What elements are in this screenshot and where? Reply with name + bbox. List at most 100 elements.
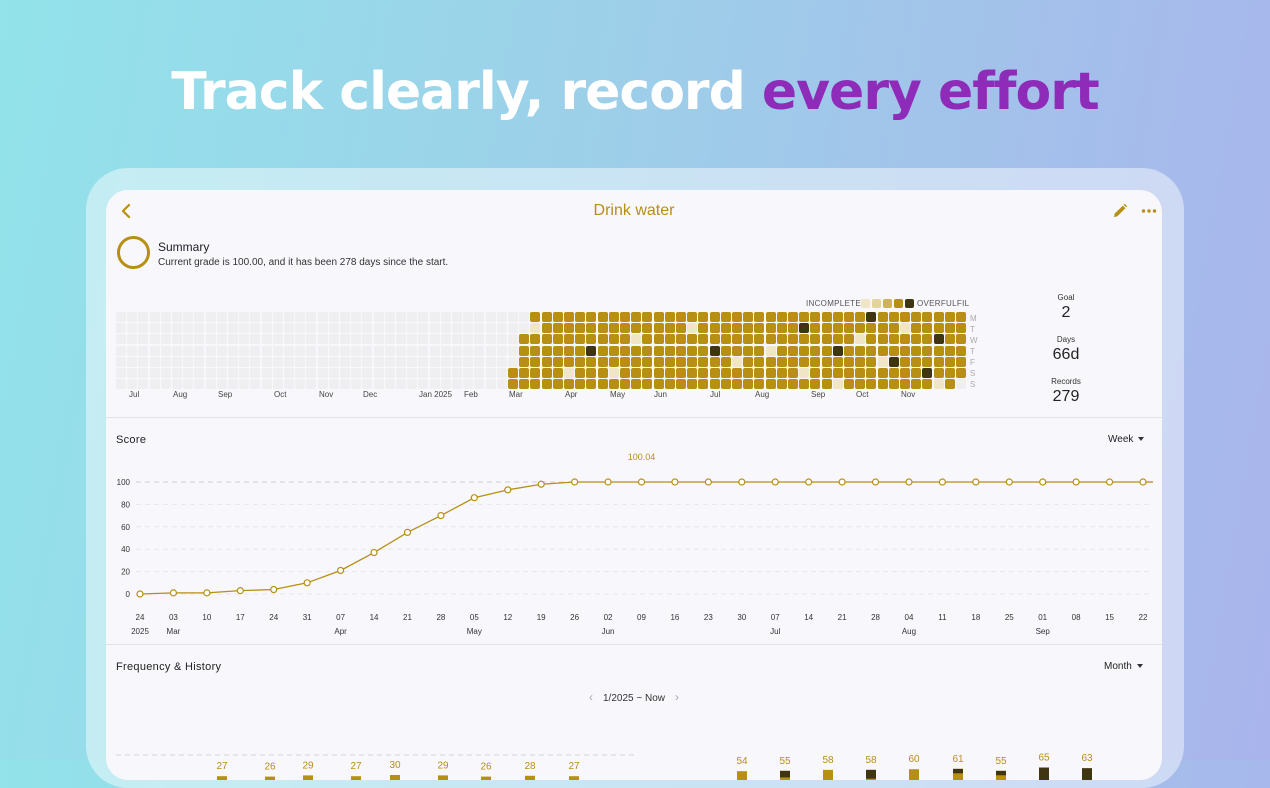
heatmap-cell (743, 356, 754, 367)
heatmap-cell (362, 356, 373, 367)
month-label: Sep (218, 390, 233, 399)
heatmap-cell (530, 323, 541, 334)
heatmap-cell (620, 323, 630, 334)
heatmap-cell (205, 312, 216, 322)
heatmap-cell (664, 334, 675, 345)
frequency-bar-label: 27 (216, 761, 228, 772)
chevron-left-icon[interactable] (116, 201, 136, 221)
score-point (303, 579, 311, 587)
frequency-bar (438, 775, 448, 780)
score-point (604, 478, 612, 486)
heatmap-cell (463, 379, 474, 390)
heatmap-cell (564, 356, 574, 367)
frequency-period-dropdown[interactable]: Month (1104, 661, 1143, 672)
heatmap-cell (743, 334, 754, 345)
frequency-bar (525, 775, 535, 780)
heatmap-cell (216, 312, 227, 322)
heatmap-cell (183, 345, 194, 356)
chevron-right-icon[interactable]: › (675, 690, 679, 704)
score-point (871, 478, 880, 486)
heatmap-cell (709, 368, 720, 378)
heatmap-cell (429, 323, 440, 334)
heatmap-cell (586, 334, 597, 345)
heatmap-cell (519, 312, 530, 322)
heatmap-cell (149, 379, 160, 390)
frequency-bar-label: 28 (524, 761, 536, 772)
days-label: Days (1056, 335, 1076, 344)
heatmap-cell (799, 345, 810, 356)
heatmap-cell (844, 356, 854, 367)
heatmap-cell (295, 368, 306, 378)
heatmap-cell (698, 379, 709, 390)
heatmap-cell (250, 356, 261, 367)
heatmap-cell (250, 323, 261, 334)
heatmap-cell (933, 356, 944, 367)
heatmap-cell (261, 312, 272, 322)
heatmap-cell (608, 368, 619, 378)
heatmap-cell (911, 323, 922, 334)
heatmap-cell (866, 356, 877, 367)
score-point (504, 486, 512, 494)
heatmap-cell (631, 323, 642, 334)
heatmap-cell (463, 312, 474, 322)
heatmap-cell (642, 345, 653, 356)
heatmap-cell (530, 312, 541, 322)
y-tick-label: 40 (121, 545, 130, 554)
day-label: W (970, 336, 978, 345)
heatmap-cell (194, 334, 205, 345)
heatmap-cell (250, 379, 261, 390)
heatmap-cell (564, 312, 574, 322)
x-month-label: Sep (1036, 627, 1051, 636)
heatmap-cell (575, 323, 586, 334)
heatmap-cell (418, 323, 429, 334)
heatmap-cell (306, 323, 317, 334)
heatmap-cell (508, 345, 518, 356)
score-point (704, 478, 712, 486)
heatmap-cell (956, 334, 966, 345)
score-point (270, 585, 278, 594)
score-point (370, 548, 378, 557)
heatmap-cell (396, 323, 406, 334)
heatmap-cell (205, 379, 216, 390)
x-month-label: Apr (334, 627, 347, 636)
heatmap-cell (720, 356, 731, 367)
goal-label: Goal (1057, 293, 1075, 302)
pencil-icon[interactable] (1111, 202, 1129, 220)
day-label: T (970, 347, 975, 356)
heatmap-cell (799, 334, 810, 345)
heatmap-cell (508, 356, 518, 367)
heatmap-cell (508, 368, 518, 378)
heatmap-cell (474, 379, 485, 390)
heatmap-cell (127, 345, 138, 356)
heatmap-cell (127, 379, 138, 390)
heatmap-cell (810, 368, 821, 378)
score-period-dropdown[interactable]: Week (1108, 434, 1145, 445)
headline: Track clearly, record every effort (0, 62, 1270, 122)
heatmap-cell (799, 312, 810, 322)
heatmap-cell (418, 379, 429, 390)
month-label: Jan 2025 (419, 390, 452, 399)
heatmap-cell (261, 356, 272, 367)
heatmap-cell (810, 345, 821, 356)
frequency-bar-overfulfil (1082, 768, 1092, 780)
heatmap-cell (631, 334, 642, 345)
heatmap-cell (284, 368, 294, 378)
more-horizontal-icon[interactable] (1140, 202, 1158, 220)
heatmap-cell (765, 323, 776, 334)
heatmap-cell (183, 379, 194, 390)
heatmap-cell (956, 345, 966, 356)
score-point (571, 478, 579, 486)
month-label: Mar (509, 390, 523, 399)
heatmap-cell (597, 312, 608, 322)
frequency-bar-overfulfil (953, 768, 963, 774)
heatmap-cell (261, 345, 272, 356)
heatmap-cell (911, 356, 922, 367)
heatmap-cell (228, 379, 238, 390)
heatmap-cell (620, 345, 630, 356)
x-tick-label: 14 (370, 613, 379, 622)
heatmap-cell (956, 379, 966, 390)
frequency-title: Frequency & History (116, 661, 222, 673)
frequency-bar (265, 776, 275, 780)
heatmap-cell (687, 368, 698, 378)
chevron-left-icon[interactable]: ‹ (589, 690, 593, 704)
